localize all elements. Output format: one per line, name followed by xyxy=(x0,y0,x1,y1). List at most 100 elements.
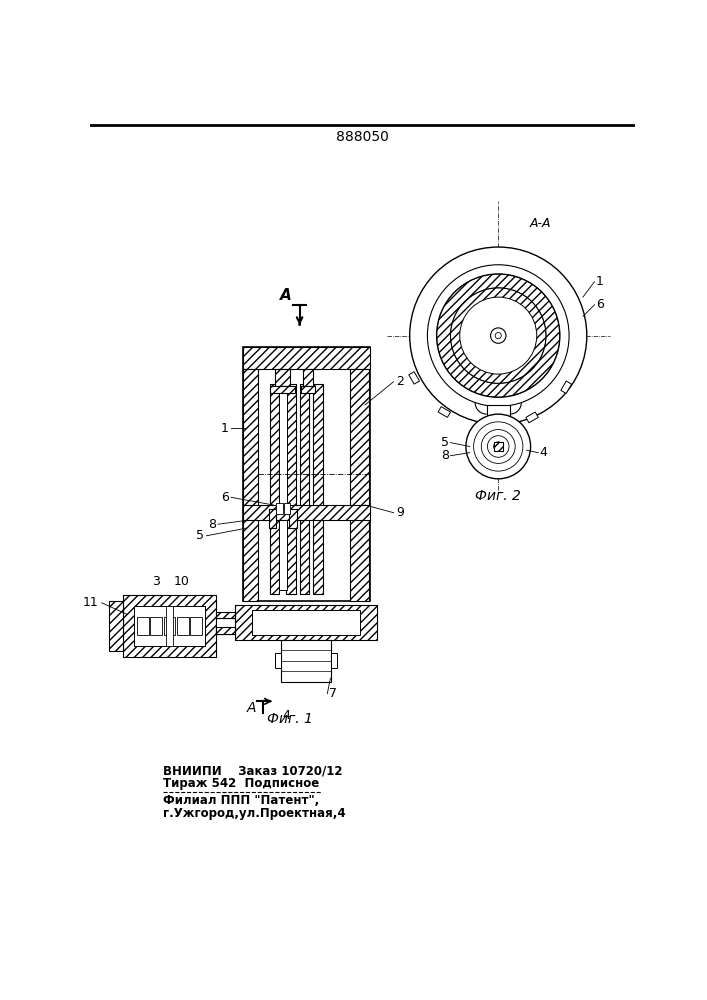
Bar xyxy=(486,405,510,428)
Text: 4: 4 xyxy=(283,709,291,722)
Bar xyxy=(286,384,296,594)
Bar xyxy=(493,442,503,451)
Text: Фиг. 1: Фиг. 1 xyxy=(267,712,313,726)
Bar xyxy=(288,509,296,528)
Text: A: A xyxy=(247,701,257,715)
Bar xyxy=(561,381,571,393)
Bar xyxy=(216,627,235,634)
Text: 7: 7 xyxy=(329,687,337,700)
Bar xyxy=(216,618,235,634)
Text: 4: 4 xyxy=(540,446,548,459)
Text: 3: 3 xyxy=(152,575,160,588)
Bar xyxy=(288,509,296,528)
Bar xyxy=(190,617,201,635)
Bar xyxy=(275,369,291,386)
Bar xyxy=(243,347,370,601)
Bar xyxy=(279,388,287,590)
Bar xyxy=(269,384,279,594)
Bar xyxy=(216,627,235,634)
Bar xyxy=(300,384,309,594)
Bar xyxy=(123,595,216,657)
Text: 5: 5 xyxy=(196,529,204,542)
Bar xyxy=(163,617,175,635)
Text: 9: 9 xyxy=(396,506,404,519)
Circle shape xyxy=(474,422,523,471)
Bar xyxy=(281,640,331,682)
Bar xyxy=(301,386,315,393)
Bar xyxy=(269,509,276,528)
Bar xyxy=(269,384,279,594)
Text: 1: 1 xyxy=(221,422,229,434)
Circle shape xyxy=(428,265,569,406)
Bar xyxy=(350,369,369,601)
Text: 6: 6 xyxy=(221,491,229,504)
Circle shape xyxy=(466,414,530,479)
Bar xyxy=(275,653,281,668)
Bar xyxy=(284,503,291,514)
Bar xyxy=(313,384,322,594)
Text: г.Ужгород,ул.Проектная,4: г.Ужгород,ул.Проектная,4 xyxy=(163,806,346,820)
Bar xyxy=(243,347,370,369)
Bar xyxy=(269,509,276,528)
Text: 11: 11 xyxy=(83,596,98,609)
Circle shape xyxy=(481,430,515,463)
Circle shape xyxy=(450,288,546,383)
Bar xyxy=(177,617,189,635)
Text: ВНИИПИ    Заказ 10720/12: ВНИИПИ Заказ 10720/12 xyxy=(163,765,343,778)
Text: 8: 8 xyxy=(208,518,216,531)
Bar xyxy=(279,388,287,590)
Bar xyxy=(235,605,378,640)
Text: Фиг. 2: Фиг. 2 xyxy=(475,489,521,503)
Circle shape xyxy=(491,328,506,343)
Bar xyxy=(409,372,419,384)
Bar xyxy=(286,384,296,594)
Bar xyxy=(288,509,296,528)
Bar xyxy=(331,653,337,668)
Bar xyxy=(243,369,258,601)
Bar xyxy=(243,369,258,601)
Bar xyxy=(270,386,295,393)
Text: 8: 8 xyxy=(441,449,449,462)
Bar xyxy=(137,617,148,635)
Bar xyxy=(275,369,291,386)
Bar xyxy=(110,601,123,651)
Text: 1: 1 xyxy=(596,275,604,288)
Text: 6: 6 xyxy=(596,298,604,311)
Circle shape xyxy=(495,333,501,339)
Bar xyxy=(313,384,322,594)
Text: A-A: A-A xyxy=(530,217,551,230)
Text: Тираж 542  Подписное: Тираж 542 Подписное xyxy=(163,777,320,790)
Text: 2: 2 xyxy=(396,375,404,388)
Bar xyxy=(301,386,315,393)
Bar xyxy=(243,505,370,520)
Bar xyxy=(303,369,312,386)
Bar xyxy=(276,503,283,514)
Circle shape xyxy=(493,442,503,451)
Circle shape xyxy=(409,247,587,424)
Bar xyxy=(235,605,378,640)
Bar xyxy=(270,386,295,393)
Bar xyxy=(303,369,312,386)
Text: 888050: 888050 xyxy=(336,130,388,144)
Circle shape xyxy=(460,297,537,374)
Bar xyxy=(350,369,369,601)
Bar xyxy=(252,610,361,635)
Bar xyxy=(243,505,370,520)
Text: 10: 10 xyxy=(173,575,189,588)
Bar xyxy=(216,612,235,618)
Bar xyxy=(300,384,309,594)
Bar xyxy=(123,595,216,657)
Bar xyxy=(165,606,173,646)
Bar xyxy=(438,407,450,417)
Bar xyxy=(269,509,276,528)
Circle shape xyxy=(437,274,560,397)
Text: 5: 5 xyxy=(441,436,449,449)
Bar xyxy=(216,612,235,618)
Text: Филиал ППП "Патент",: Филиал ППП "Патент", xyxy=(163,794,320,807)
Circle shape xyxy=(487,436,509,457)
Bar xyxy=(243,347,370,369)
Bar xyxy=(301,386,315,393)
Bar xyxy=(134,606,205,646)
Text: A: A xyxy=(280,288,291,303)
Bar xyxy=(110,601,123,651)
